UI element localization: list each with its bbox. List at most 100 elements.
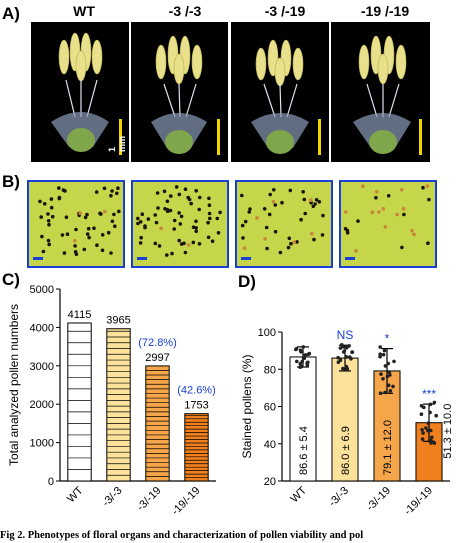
pollen-grain: [95, 243, 99, 247]
data-point: [345, 366, 350, 371]
pollen-grain: [194, 229, 198, 234]
pollen-grain: [112, 212, 116, 217]
data-point: [420, 437, 425, 441]
pollen-grain: [100, 233, 105, 237]
pollen-grain: [189, 201, 193, 206]
pollen-grain: [427, 197, 431, 202]
scale-bar: [119, 119, 122, 155]
pollen-micrograph-19-19: [339, 180, 437, 268]
data-point: [426, 428, 430, 433]
pollen-grain: [165, 199, 170, 204]
pollen-grain: [198, 195, 202, 200]
y-tick-label: 1000: [30, 438, 54, 450]
pollen-grain: [177, 238, 181, 243]
flower-photo-19-19: [331, 22, 430, 162]
pollen-grain: [143, 225, 147, 230]
data-point: [383, 364, 388, 368]
pollen-grain: [86, 226, 91, 231]
pollen-grain: [63, 189, 67, 193]
pollen-grain: [194, 226, 198, 230]
pollen-grain: [174, 185, 179, 189]
y-tick-label: 100: [258, 327, 276, 339]
pollen-grain: [425, 184, 430, 188]
pollen-dots: [136, 185, 222, 257]
flower-photo-3-19: [231, 22, 329, 162]
genotype-header-19-19: -19 /-19: [360, 3, 410, 19]
pollen-grain: [113, 224, 117, 228]
micro-scale-bar: [33, 257, 43, 260]
significance-label: *: [385, 332, 390, 346]
pollen-micrograph-3-19: [235, 180, 333, 268]
pollen-grain: [115, 191, 119, 196]
data-point: [336, 360, 341, 364]
pollen-grain: [139, 235, 143, 240]
flower-illustration: [51, 32, 109, 152]
pollen-grain: [41, 249, 46, 254]
pollen-grain: [191, 240, 196, 245]
y-tick-label: 5000: [30, 284, 54, 296]
figure-caption: Fig 2. Phenotypes of floral organs and c…: [0, 530, 364, 541]
bar: [145, 365, 170, 482]
panel-label-c: C): [2, 270, 20, 289]
pollen-grain: [110, 189, 114, 193]
data-point: [299, 364, 304, 369]
pollen-grain: [272, 188, 276, 192]
pollen-grain: [146, 217, 151, 221]
pollen-grain: [138, 220, 143, 224]
pollen-grain: [383, 225, 388, 229]
pollen-grain: [207, 211, 212, 216]
pollen-grain: [265, 246, 269, 251]
data-point: [428, 410, 432, 415]
pollen-grain: [206, 235, 211, 240]
pollen-grain: [159, 226, 163, 231]
bar: [106, 328, 131, 482]
data-point: [381, 377, 385, 381]
pollen-grain: [216, 231, 221, 235]
pollen-grain: [314, 198, 319, 202]
pollen-grain: [74, 227, 78, 232]
bar: [331, 357, 359, 482]
pollen-grain: [82, 247, 87, 252]
bar-value-label: 86.0 ± 6.9: [340, 426, 352, 475]
y-tick-label: 3000: [30, 361, 54, 373]
pollen-grain: [321, 213, 325, 218]
pollen-grain: [94, 190, 99, 194]
data-point: [378, 345, 382, 349]
pollen-grain: [78, 211, 83, 216]
data-point: [348, 355, 352, 359]
scale-bar: [419, 119, 422, 155]
pollen-grain: [42, 202, 47, 206]
data-point: [299, 350, 303, 354]
pollen-grain: [165, 253, 169, 257]
pollen-grain: [313, 202, 317, 206]
data-point: [388, 389, 393, 393]
bar-value-label: 79.1 ± 12.0: [382, 420, 394, 475]
data-point: [306, 352, 311, 357]
pollen-grain: [172, 218, 177, 223]
pollen-grain: [172, 227, 176, 231]
pollen-micrograph-3-3: [131, 180, 229, 268]
bar-value-label: 86.6 ± 5.4: [298, 426, 310, 475]
data-point: [421, 431, 425, 435]
pollen-grain: [156, 206, 160, 210]
pollen-grain: [153, 241, 158, 246]
pollen-grain: [62, 251, 67, 255]
bar: [184, 413, 209, 482]
pollen-grain: [401, 206, 406, 211]
pollen-grain: [165, 209, 170, 213]
pollen-grain: [426, 241, 430, 245]
pollen-grain: [273, 229, 278, 234]
pollen-grain: [421, 185, 425, 190]
scale-bar-label: 1 mm: [107, 135, 127, 152]
pollen-grain: [295, 240, 299, 244]
bar-value-label: 51.3 ± 10.0: [442, 404, 454, 459]
pollen-grain: [49, 205, 54, 210]
pollen-grain: [287, 236, 292, 241]
pollen-grain: [38, 199, 42, 204]
x-tick-label: WT: [289, 484, 310, 505]
y-tick-label: 20: [264, 476, 276, 488]
pollen-grain: [110, 219, 115, 224]
flower-photo-wt: 1 mm: [31, 22, 129, 162]
pollen-grain: [240, 193, 244, 198]
pollen-grain: [386, 194, 391, 198]
